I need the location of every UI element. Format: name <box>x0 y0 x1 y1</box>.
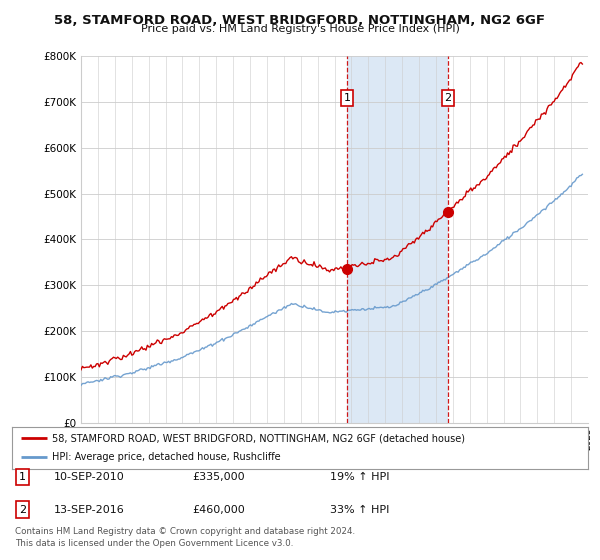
Text: 10-SEP-2010: 10-SEP-2010 <box>54 472 125 482</box>
Text: 13-SEP-2016: 13-SEP-2016 <box>54 505 125 515</box>
Text: Contains HM Land Registry data © Crown copyright and database right 2024.: Contains HM Land Registry data © Crown c… <box>15 528 355 536</box>
Text: £460,000: £460,000 <box>192 505 245 515</box>
Text: HPI: Average price, detached house, Rushcliffe: HPI: Average price, detached house, Rush… <box>52 452 281 463</box>
Text: 1: 1 <box>19 472 26 482</box>
Text: 19% ↑ HPI: 19% ↑ HPI <box>330 472 389 482</box>
Text: 2: 2 <box>19 505 26 515</box>
Text: 58, STAMFORD ROAD, WEST BRIDGFORD, NOTTINGHAM, NG2 6GF (detached house): 58, STAMFORD ROAD, WEST BRIDGFORD, NOTTI… <box>52 433 466 443</box>
Bar <box>347 56 448 423</box>
Text: 1: 1 <box>344 93 350 103</box>
Text: This data is licensed under the Open Government Licence v3.0.: This data is licensed under the Open Gov… <box>15 539 293 548</box>
Text: 58, STAMFORD ROAD, WEST BRIDGFORD, NOTTINGHAM, NG2 6GF: 58, STAMFORD ROAD, WEST BRIDGFORD, NOTTI… <box>55 14 545 27</box>
Text: 33% ↑ HPI: 33% ↑ HPI <box>330 505 389 515</box>
Text: 2: 2 <box>445 93 451 103</box>
Text: £335,000: £335,000 <box>192 472 245 482</box>
Text: Price paid vs. HM Land Registry's House Price Index (HPI): Price paid vs. HM Land Registry's House … <box>140 24 460 34</box>
